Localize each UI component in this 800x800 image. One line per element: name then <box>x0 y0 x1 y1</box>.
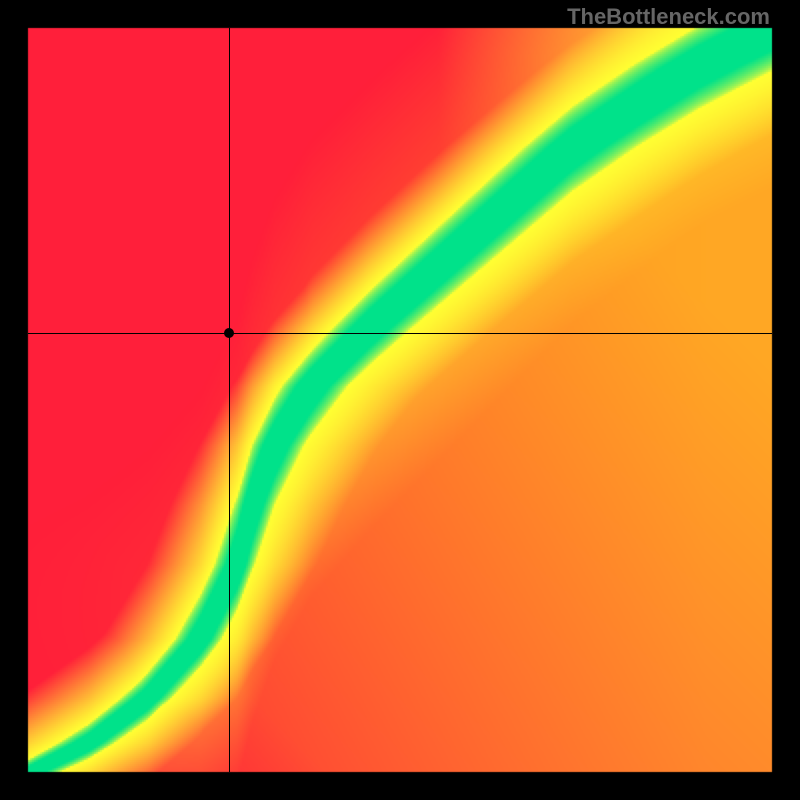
heatmap-canvas <box>0 0 800 800</box>
crosshair-horizontal <box>28 333 772 334</box>
crosshair-vertical <box>229 28 230 772</box>
crosshair-marker-dot <box>224 328 234 338</box>
watermark-text: TheBottleneck.com <box>567 4 770 30</box>
chart-container: TheBottleneck.com <box>0 0 800 800</box>
